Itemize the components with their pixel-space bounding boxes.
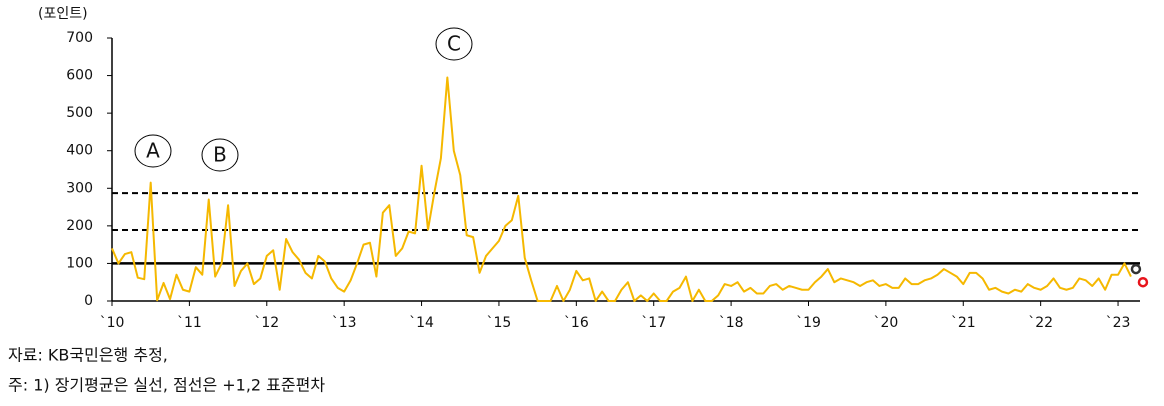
annotation-circle bbox=[134, 134, 172, 168]
y-tick-label: 400 bbox=[66, 143, 93, 159]
y-tick-label: 100 bbox=[66, 255, 93, 271]
footnote: 주: 1) 장기평균은 실선, 점선은 +1,2 표준편차 bbox=[8, 376, 325, 395]
x-tick-label: `19 bbox=[796, 315, 821, 331]
x-tick-label: `23 bbox=[1106, 315, 1131, 331]
x-tick-label: `14 bbox=[409, 315, 434, 331]
x-tick-label: `10 bbox=[100, 315, 125, 331]
y-tick-label: 300 bbox=[66, 180, 93, 196]
x-tick-label: `11 bbox=[177, 315, 202, 331]
y-tick-label: 600 bbox=[66, 68, 93, 84]
end-marker bbox=[1130, 263, 1142, 275]
x-tick-label: `13 bbox=[332, 315, 357, 331]
x-tick-label: `15 bbox=[487, 315, 512, 331]
y-tick-label: 700 bbox=[66, 30, 93, 46]
annotation-label: B bbox=[213, 143, 227, 167]
x-tick-label: `17 bbox=[641, 315, 666, 331]
x-tick-label: `16 bbox=[564, 315, 589, 331]
y-tick-label: 500 bbox=[66, 105, 93, 121]
x-tick-label: `21 bbox=[951, 315, 976, 331]
x-tick-label: `20 bbox=[873, 315, 898, 331]
x-tick-label: `22 bbox=[1028, 315, 1053, 331]
x-tick-label: `12 bbox=[254, 315, 279, 331]
x-tick-label: `18 bbox=[719, 315, 744, 331]
annotation-label: A bbox=[146, 139, 160, 163]
y-tick-label: 200 bbox=[66, 218, 93, 234]
annotation-circle bbox=[201, 138, 239, 172]
y-tick-label: 0 bbox=[84, 293, 93, 309]
source-note: 자료: KB국민은행 추정, bbox=[8, 346, 168, 365]
data-line bbox=[111, 76, 1132, 302]
annotation-circle bbox=[435, 27, 473, 61]
y-axis-label: (포인트) bbox=[38, 6, 88, 22]
end-marker bbox=[1137, 276, 1149, 288]
annotation-label: C bbox=[447, 32, 461, 56]
